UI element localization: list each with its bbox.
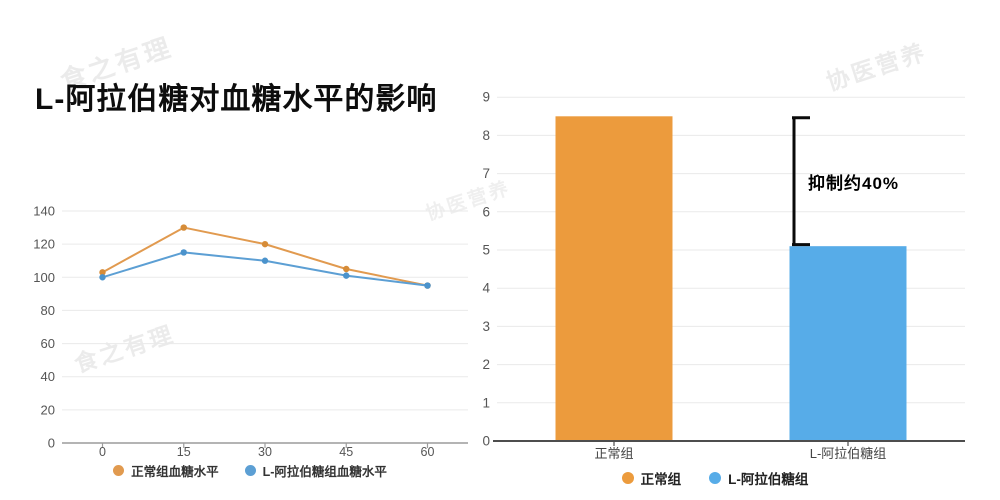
y-tick-label: 40 (41, 369, 55, 384)
y-tick-label: 80 (41, 303, 55, 318)
y-tick-label: 100 (33, 270, 55, 285)
x-tick-label: 0 (99, 445, 106, 459)
page-title: L-阿拉伯糖对血糖水平的影响 (35, 83, 438, 116)
legend-label: 正常组血糖水平 (131, 465, 219, 479)
legend-label: L-阿拉伯糖组血糖水平 (262, 465, 387, 479)
legend-item: L-阿拉伯糖组血糖水平 (244, 461, 387, 480)
y-tick-label: 5 (482, 243, 490, 258)
x-tick-label: 正常组 (594, 446, 633, 461)
legend-label: 正常组 (640, 472, 682, 487)
y-tick-label: 1 (482, 395, 490, 410)
legend-item: 正常组 (621, 468, 682, 488)
legend-item: L-阿拉伯糖组 (709, 468, 808, 488)
y-tick-label: 0 (48, 436, 55, 451)
data-point (343, 265, 350, 273)
y-tick-label: 8 (482, 128, 490, 143)
line-chart: 0 20 40 60 80 100 120 140 0 15 30 45 60 正常组血糖水平 L-阿拉伯… (0, 188, 480, 498)
x-tick-label: 45 (339, 445, 353, 459)
legend-dot-icon (621, 472, 634, 484)
y-tick-label: 7 (482, 166, 490, 181)
data-point (424, 282, 431, 289)
y-tick-label: 4 (482, 281, 490, 296)
x-tick-label: 60 (421, 445, 435, 459)
line-chart-plot: 0 20 40 60 80 100 120 140 0 15 30 45 60 (33, 204, 468, 459)
y-tick-label: 0 (482, 434, 490, 449)
y-tick-label: 6 (482, 204, 490, 219)
series-line (101, 251, 429, 287)
legend-label: L-阿拉伯糖组 (728, 472, 809, 487)
bar (555, 116, 673, 442)
data-point (343, 272, 350, 279)
legend-dot-icon (244, 465, 256, 476)
inhibition-annotation: 抑制约40% (808, 174, 900, 193)
x-tick-label: 30 (258, 445, 272, 459)
y-tick-label: 120 (33, 237, 55, 252)
bar-chart: 0 1 2 3 4 5 6 7 8 9 正常组 L-阿拉伯糖组 抑制约40% 正常组 L-阿拉伯糖组 (480, 85, 1000, 500)
data-point (261, 257, 269, 264)
data-point (180, 249, 187, 256)
y-tick-label: 20 (41, 402, 55, 417)
line-chart-legend: 正常组血糖水平 L-阿拉伯糖组血糖水平 (30, 461, 470, 480)
legend-item: 正常组血糖水平 (113, 461, 219, 480)
bar (789, 246, 907, 441)
y-tick-label: 9 (482, 90, 490, 105)
y-tick-label: 3 (482, 319, 490, 334)
y-tick-label: 60 (41, 336, 55, 351)
y-tick-label: 140 (33, 204, 55, 219)
data-point (99, 269, 106, 276)
x-tick-label: 15 (177, 445, 191, 459)
data-point (99, 274, 106, 281)
bar-chart-legend: 正常组 L-阿拉伯糖组 (480, 468, 950, 488)
data-point (180, 224, 187, 231)
data-point (261, 240, 269, 248)
x-tick-label: L-阿拉伯糖组 (810, 446, 887, 461)
bar-chart-plot: 0 1 2 3 4 5 6 7 8 9 正常组 L-阿拉伯糖组 (482, 90, 965, 461)
legend-dot-icon (113, 465, 125, 476)
y-tick-label: 2 (482, 357, 490, 372)
legend-dot-icon (709, 472, 722, 484)
